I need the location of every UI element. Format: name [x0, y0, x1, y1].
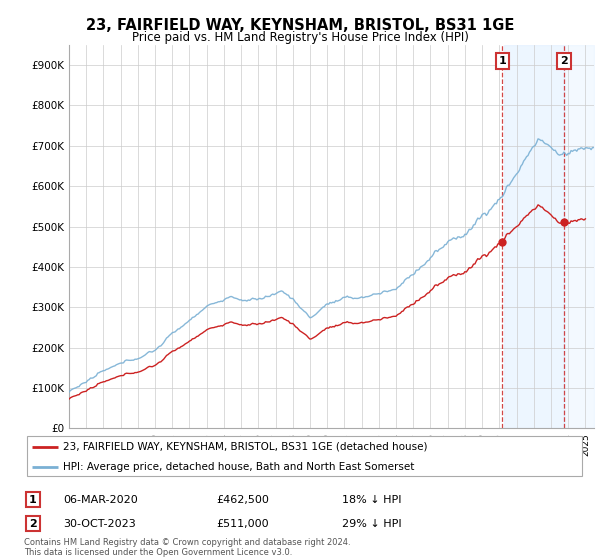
Text: 2: 2: [560, 56, 568, 66]
Text: 18% ↓ HPI: 18% ↓ HPI: [342, 494, 401, 505]
FancyBboxPatch shape: [27, 436, 582, 476]
Text: 30-OCT-2023: 30-OCT-2023: [63, 519, 136, 529]
Text: £462,500: £462,500: [216, 494, 269, 505]
Text: Price paid vs. HM Land Registry's House Price Index (HPI): Price paid vs. HM Land Registry's House …: [131, 31, 469, 44]
Text: £511,000: £511,000: [216, 519, 269, 529]
Text: 23, FAIRFIELD WAY, KEYNSHAM, BRISTOL, BS31 1GE (detached house): 23, FAIRFIELD WAY, KEYNSHAM, BRISTOL, BS…: [63, 442, 428, 452]
Text: Contains HM Land Registry data © Crown copyright and database right 2024.
This d: Contains HM Land Registry data © Crown c…: [24, 538, 350, 557]
Text: 1: 1: [499, 56, 506, 66]
Text: 2: 2: [29, 519, 37, 529]
Text: 23, FAIRFIELD WAY, KEYNSHAM, BRISTOL, BS31 1GE: 23, FAIRFIELD WAY, KEYNSHAM, BRISTOL, BS…: [86, 18, 514, 33]
Text: 06-MAR-2020: 06-MAR-2020: [63, 494, 138, 505]
Text: 29% ↓ HPI: 29% ↓ HPI: [342, 519, 401, 529]
Text: HPI: Average price, detached house, Bath and North East Somerset: HPI: Average price, detached house, Bath…: [63, 461, 415, 472]
Text: 1: 1: [29, 494, 37, 505]
